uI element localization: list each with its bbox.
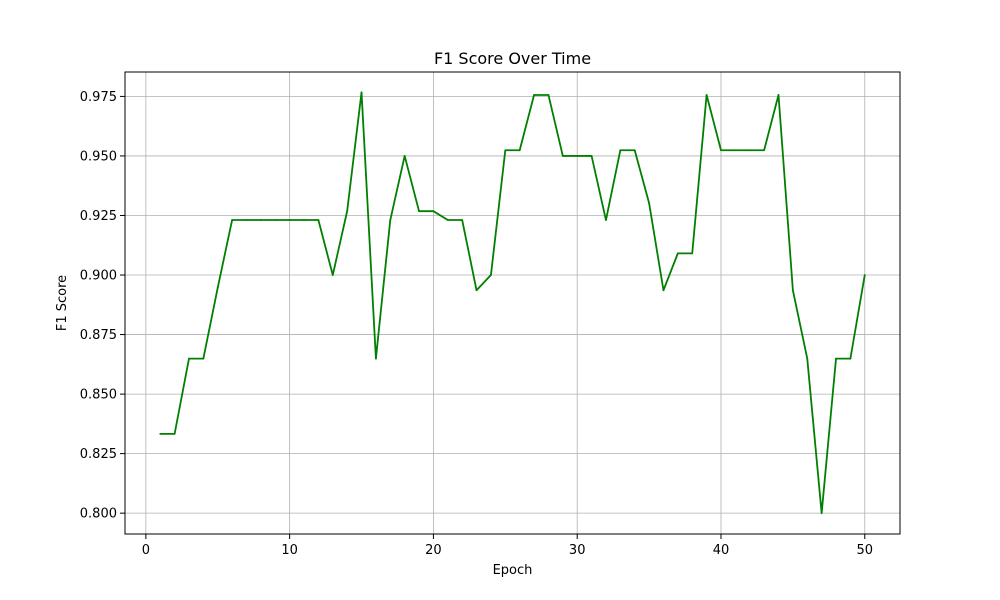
y-axis: 0.800 0.825 0.850 0.875 0.900 0.925 0.950 0.975 bbox=[80, 90, 125, 522]
data-point bbox=[518, 149, 521, 152]
data-point bbox=[403, 155, 406, 157]
data-point bbox=[791, 289, 794, 292]
data-point bbox=[188, 357, 190, 360]
data-point bbox=[360, 91, 363, 94]
data-point bbox=[231, 219, 234, 221]
data-point bbox=[662, 289, 665, 292]
y-tick-label: 0.850 bbox=[80, 388, 117, 403]
data-point bbox=[734, 149, 737, 152]
x-axis: 0 10 20 30 40 50 bbox=[142, 534, 873, 558]
data-point bbox=[777, 94, 780, 96]
data-point bbox=[418, 210, 420, 213]
series-line bbox=[160, 91, 866, 515]
data-point bbox=[849, 357, 852, 360]
data-point bbox=[475, 289, 478, 292]
data-point bbox=[346, 210, 349, 213]
x-tick-label: 40 bbox=[713, 543, 730, 558]
data-point bbox=[533, 94, 535, 96]
y-axis-label: F1 Score bbox=[55, 275, 70, 331]
data-point bbox=[389, 219, 392, 221]
data-point bbox=[748, 149, 751, 152]
data-point bbox=[490, 274, 492, 276]
y-tick-label: 0.900 bbox=[80, 269, 117, 284]
data-point bbox=[375, 357, 377, 360]
series-layer bbox=[159, 91, 866, 515]
data-point bbox=[676, 252, 679, 255]
data-point bbox=[504, 149, 507, 152]
data-point bbox=[274, 219, 277, 221]
data-point bbox=[288, 219, 291, 221]
data-point bbox=[432, 210, 435, 213]
data-point bbox=[763, 149, 766, 152]
y-tick-label: 0.875 bbox=[80, 328, 117, 343]
y-tick-label: 0.950 bbox=[80, 149, 117, 164]
data-point bbox=[619, 149, 622, 152]
data-point bbox=[863, 274, 866, 276]
data-point bbox=[576, 155, 579, 157]
y-tick-label: 0.825 bbox=[80, 447, 117, 462]
data-point bbox=[590, 155, 593, 157]
data-point bbox=[648, 202, 650, 204]
x-tick-label: 30 bbox=[569, 543, 586, 558]
data-point bbox=[317, 219, 320, 221]
data-point bbox=[820, 512, 823, 515]
y-tick-label: 0.975 bbox=[80, 90, 117, 105]
chart-title: F1 Score Over Time bbox=[434, 49, 591, 68]
data-point bbox=[705, 94, 708, 96]
data-point bbox=[835, 357, 837, 360]
data-point bbox=[259, 219, 262, 221]
x-tick-label: 0 bbox=[142, 543, 150, 558]
data-point bbox=[446, 219, 449, 221]
y-tick-label: 0.925 bbox=[80, 209, 117, 224]
data-point bbox=[216, 286, 219, 289]
x-tick-label: 50 bbox=[856, 543, 873, 558]
data-point bbox=[691, 252, 694, 255]
data-point bbox=[331, 274, 334, 276]
data-point bbox=[806, 357, 809, 360]
data-point bbox=[173, 432, 176, 435]
data-point bbox=[633, 149, 636, 152]
x-tick-label: 10 bbox=[281, 543, 298, 558]
x-axis-label: Epoch bbox=[493, 563, 533, 578]
plot-area-frame bbox=[124, 71, 901, 535]
data-point bbox=[245, 219, 248, 221]
data-point bbox=[605, 219, 607, 221]
data-point bbox=[561, 155, 564, 157]
data-point bbox=[547, 94, 550, 96]
data-point bbox=[303, 219, 305, 221]
grid-lines bbox=[125, 72, 900, 534]
y-tick-label: 0.800 bbox=[80, 507, 117, 522]
data-point bbox=[720, 149, 722, 152]
data-point bbox=[202, 357, 205, 360]
x-tick-label: 20 bbox=[425, 543, 442, 558]
data-point bbox=[159, 432, 162, 435]
data-point bbox=[461, 219, 464, 221]
